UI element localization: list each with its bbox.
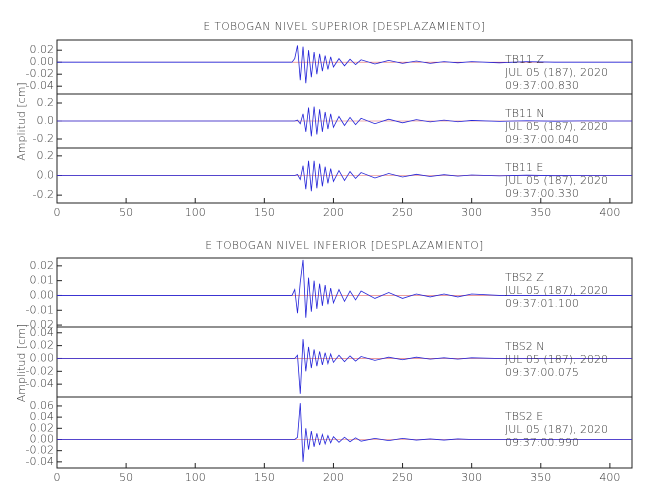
y-tick-label: -0.01 [26,303,54,316]
y-tick-label: 0.04 [30,410,55,423]
waveform [57,160,632,192]
x-tick-label: 50 [119,471,133,484]
y-tick-label: -0.02 [26,67,54,80]
x-tick-label: 0 [54,206,61,219]
waveform [57,45,632,84]
trace-annotation: 09:37:01.100 [505,297,579,310]
y-tick-label: -0.02 [26,364,54,377]
trace-annotation: TB11 E [505,161,543,174]
waveform [57,259,632,318]
y-tick-label: 0.0 [37,169,55,182]
x-tick-label: 150 [254,206,275,219]
x-tick-label: 300 [461,206,482,219]
trace-annotation: 09:37:00.075 [505,366,579,379]
waveform [57,403,632,462]
y-tick-label: 0.2 [37,96,55,109]
y-tick-label: 0.00 [30,288,55,301]
x-tick-label: 0 [54,471,61,484]
x-tick-label: 250 [392,471,413,484]
y-tick-label: 0.04 [30,326,55,339]
y-tick-label: -0.04 [26,79,54,92]
trace-annotation: JUL 05 (187), 2020 [505,120,608,133]
trace-annotation: JUL 05 (187), 2020 [505,353,608,366]
y-tick-label: 0.2 [37,149,55,162]
waveform [57,339,632,394]
y-tick-label: -0.04 [26,377,54,390]
chart-title: E TOBOGAN NIVEL INFERIOR [DESPLAZAMIENTO… [205,240,483,252]
y-tick-label: -0.2 [33,132,54,145]
trace-annotation: 09:37:00.830 [505,79,579,92]
y-tick-label: 0.00 [30,432,55,445]
trace-annotation: 09:37:00.040 [505,133,579,146]
y-tick-label: -0.02 [26,318,54,331]
y-tick-label: 0.00 [30,351,55,364]
trace-annotation: 09:37:00.990 [505,436,579,449]
y-tick-label: 0.02 [30,339,55,352]
trace-annotation: TBS2 N [505,340,544,353]
x-tick-label: 250 [392,206,413,219]
x-tick-label: 200 [323,206,344,219]
x-tick-label: 50 [119,206,133,219]
trace-annotation: JUL 05 (187), 2020 [505,174,608,187]
trace-annotation: TB11 Z [505,53,544,66]
x-tick-label: 350 [530,471,551,484]
trace-annotation: JUL 05 (187), 2020 [505,284,608,297]
x-tick-label: 200 [323,471,344,484]
x-tick-label: 350 [530,206,551,219]
y-axis-label: Amplitud [cm] [15,324,28,402]
trace-annotation: JUL 05 (187), 2020 [505,423,608,436]
y-tick-label: 0.02 [30,43,55,56]
y-tick-label: 0.00 [30,55,55,68]
y-tick-label: 0.0 [37,114,55,127]
x-tick-label: 400 [599,206,620,219]
x-tick-label: 150 [254,471,275,484]
y-tick-label: 0.02 [30,259,55,272]
trace-annotation: JUL 05 (187), 2020 [505,66,608,79]
y-tick-label: -0.02 [26,444,54,457]
trace-annotation: 09:37:00.330 [505,187,579,200]
y-axis-label: Amplitud [cm] [15,82,28,160]
y-tick-label: -0.04 [26,455,54,468]
y-tick-label: 0.02 [30,421,55,434]
trace-annotation: TBS2 E [505,410,543,423]
trace-annotation: TBS2 Z [505,271,544,284]
y-tick-label: 0.06 [30,399,55,412]
x-tick-label: 400 [599,471,620,484]
trace-annotation: TB11 N [505,107,545,120]
waveform [57,106,632,137]
y-tick-label: -0.2 [33,188,54,201]
trace-frame [56,396,633,469]
x-tick-label: 100 [185,206,206,219]
chart-title: E TOBOGAN NIVEL SUPERIOR [DESPLAZAMIENTO… [203,21,485,33]
y-tick-label: 0.01 [30,274,55,287]
x-tick-label: 300 [461,471,482,484]
x-tick-label: 100 [185,471,206,484]
